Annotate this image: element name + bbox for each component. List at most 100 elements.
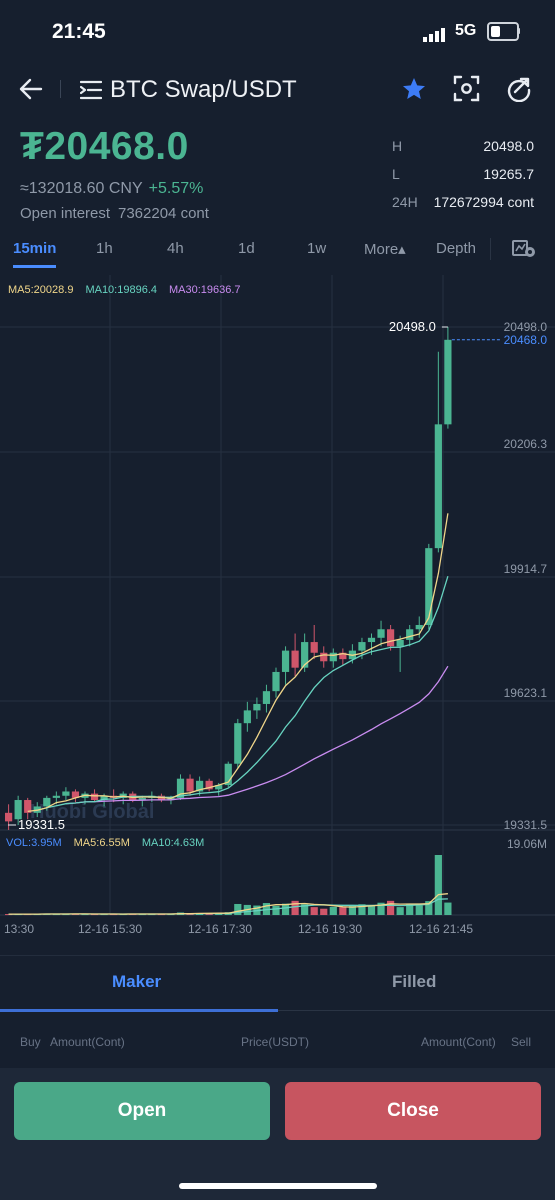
candle-body xyxy=(234,723,242,764)
filled-tab-line xyxy=(278,1010,555,1011)
chart-settings-icon[interactable] xyxy=(511,237,537,259)
open-interest-value: 7362204 cont xyxy=(118,205,209,222)
tab-4h[interactable]: 4h xyxy=(167,240,184,257)
tab-maker[interactable]: Maker xyxy=(112,972,162,991)
tab-15min[interactable]: 15min xyxy=(13,240,57,257)
screenshot-icon[interactable] xyxy=(453,75,480,102)
candle-body xyxy=(90,793,99,801)
vol-ma5-label: MA5:6.55M xyxy=(73,837,130,849)
candle-body xyxy=(281,650,290,672)
signal-icon xyxy=(423,24,447,42)
candle-body xyxy=(320,652,328,662)
candle-body xyxy=(5,812,13,822)
col-sell: Sell xyxy=(511,1035,532,1049)
close-button[interactable]: Close xyxy=(285,1082,541,1140)
candle-body xyxy=(301,642,309,668)
candle-body xyxy=(167,797,175,801)
time-axis-label: 13:30 xyxy=(4,922,34,936)
interval-tabs: 15min 1h 4h 1d 1w More▴ Depth xyxy=(0,230,555,268)
candle-body xyxy=(339,652,347,660)
vol-axis-label: 19.06M xyxy=(507,837,547,851)
kline-chart[interactable]: Huobi Global 20498.0 20206.3 19914.7 19623.1… xyxy=(0,275,555,950)
active-tab-indicator xyxy=(13,265,56,268)
volume-bar xyxy=(358,904,366,915)
share-icon[interactable] xyxy=(505,75,532,102)
page-title[interactable]: BTC Swap/USDT xyxy=(110,76,297,103)
market-list-icon[interactable] xyxy=(80,80,102,100)
tab-depth[interactable]: Depth xyxy=(436,240,477,257)
volume-bar xyxy=(415,905,423,915)
tab-1w[interactable]: 1w xyxy=(307,240,327,257)
cny-price-row: ≈132018.60 CNY +5.57% xyxy=(20,180,203,198)
volume-bar xyxy=(425,901,433,915)
volume-bar xyxy=(320,908,328,915)
candle-body xyxy=(224,763,232,786)
time-axis-label: 12-16 21:45 xyxy=(409,922,473,936)
candle-body xyxy=(415,624,423,630)
volume-bar xyxy=(301,904,309,915)
status-time: 21:45 xyxy=(52,20,106,43)
high-value: 20498.0 xyxy=(483,138,534,154)
time-axis-label: 12-16 17:30 xyxy=(188,922,252,936)
volume-bar xyxy=(444,902,452,915)
open-button[interactable]: Open xyxy=(14,1082,270,1140)
ma30-line xyxy=(65,665,449,805)
candle-body xyxy=(43,797,51,807)
time-axis-label: 12-16 15:30 xyxy=(78,922,142,936)
candle-body xyxy=(196,780,204,792)
price-axis-label: 19623.1 xyxy=(504,686,548,700)
candle-body xyxy=(262,691,271,704)
ma30-label: MA30:19636.7 xyxy=(169,284,241,296)
candle-body xyxy=(425,548,433,625)
price-axis-label: 19914.7 xyxy=(504,562,548,576)
candle-body xyxy=(176,778,185,798)
change-percent: +5.57% xyxy=(148,180,204,197)
vol-ma5-line xyxy=(8,893,448,915)
candle-body xyxy=(329,652,337,662)
volume-bar xyxy=(234,903,242,915)
cny-price: ≈132018.60 CNY xyxy=(20,180,143,197)
volume-bar xyxy=(339,907,347,915)
watermark-text: Huobi Global xyxy=(30,801,154,823)
vol-ma10-label: MA10:4.63M xyxy=(141,837,205,849)
tab-1h[interactable]: 1h xyxy=(96,240,113,257)
vol24h-label: 24H xyxy=(392,194,418,210)
back-arrow-icon[interactable] xyxy=(18,76,44,102)
low-label: L xyxy=(392,166,400,182)
tab-1d[interactable]: 1d xyxy=(238,240,255,257)
volume-bar xyxy=(291,900,299,915)
price-axis-label: 20498.0 xyxy=(504,320,548,334)
open-interest-label: Open interest xyxy=(20,205,111,222)
candle-body xyxy=(71,791,80,798)
last-price-tag-bg xyxy=(501,331,551,347)
col-price: Price(USDT) xyxy=(241,1035,309,1049)
volume-bar xyxy=(387,900,395,915)
candle-body xyxy=(291,650,299,668)
battery-tip xyxy=(518,28,520,34)
tab-filled[interactable]: Filled xyxy=(392,972,437,991)
tab-more[interactable]: More▴ xyxy=(364,241,406,258)
volume-legend: VOL:3.95M MA5:6.55M MA10:4.63M xyxy=(6,837,216,849)
candle-body xyxy=(367,637,376,643)
favorite-star-icon[interactable] xyxy=(401,76,427,102)
candle-body xyxy=(406,629,414,640)
col-amount-buy: Amount(Cont) xyxy=(50,1035,125,1049)
candle-body xyxy=(215,785,223,790)
maker-tab-indicator xyxy=(0,1009,278,1012)
volume-bar xyxy=(272,905,280,915)
candle-body xyxy=(243,710,251,724)
status-bar: 21:45 5G xyxy=(0,0,555,64)
battery-icon xyxy=(487,22,519,41)
candle-body xyxy=(52,795,60,798)
header-divider xyxy=(60,80,61,98)
candle-body xyxy=(24,800,32,813)
vol-label: VOL:3.95M xyxy=(6,837,62,849)
low-value: 19265.7 xyxy=(483,166,534,182)
tabs-separator xyxy=(490,238,491,260)
candle-body xyxy=(205,780,213,790)
vol24h-value: 172672994 cont xyxy=(433,194,534,210)
ma10-label: MA10:19896.4 xyxy=(85,284,157,296)
min-marker-label: 19331.5 xyxy=(18,817,65,832)
candle-body xyxy=(377,629,385,638)
col-amount-sell: Amount(Cont) xyxy=(421,1035,496,1049)
